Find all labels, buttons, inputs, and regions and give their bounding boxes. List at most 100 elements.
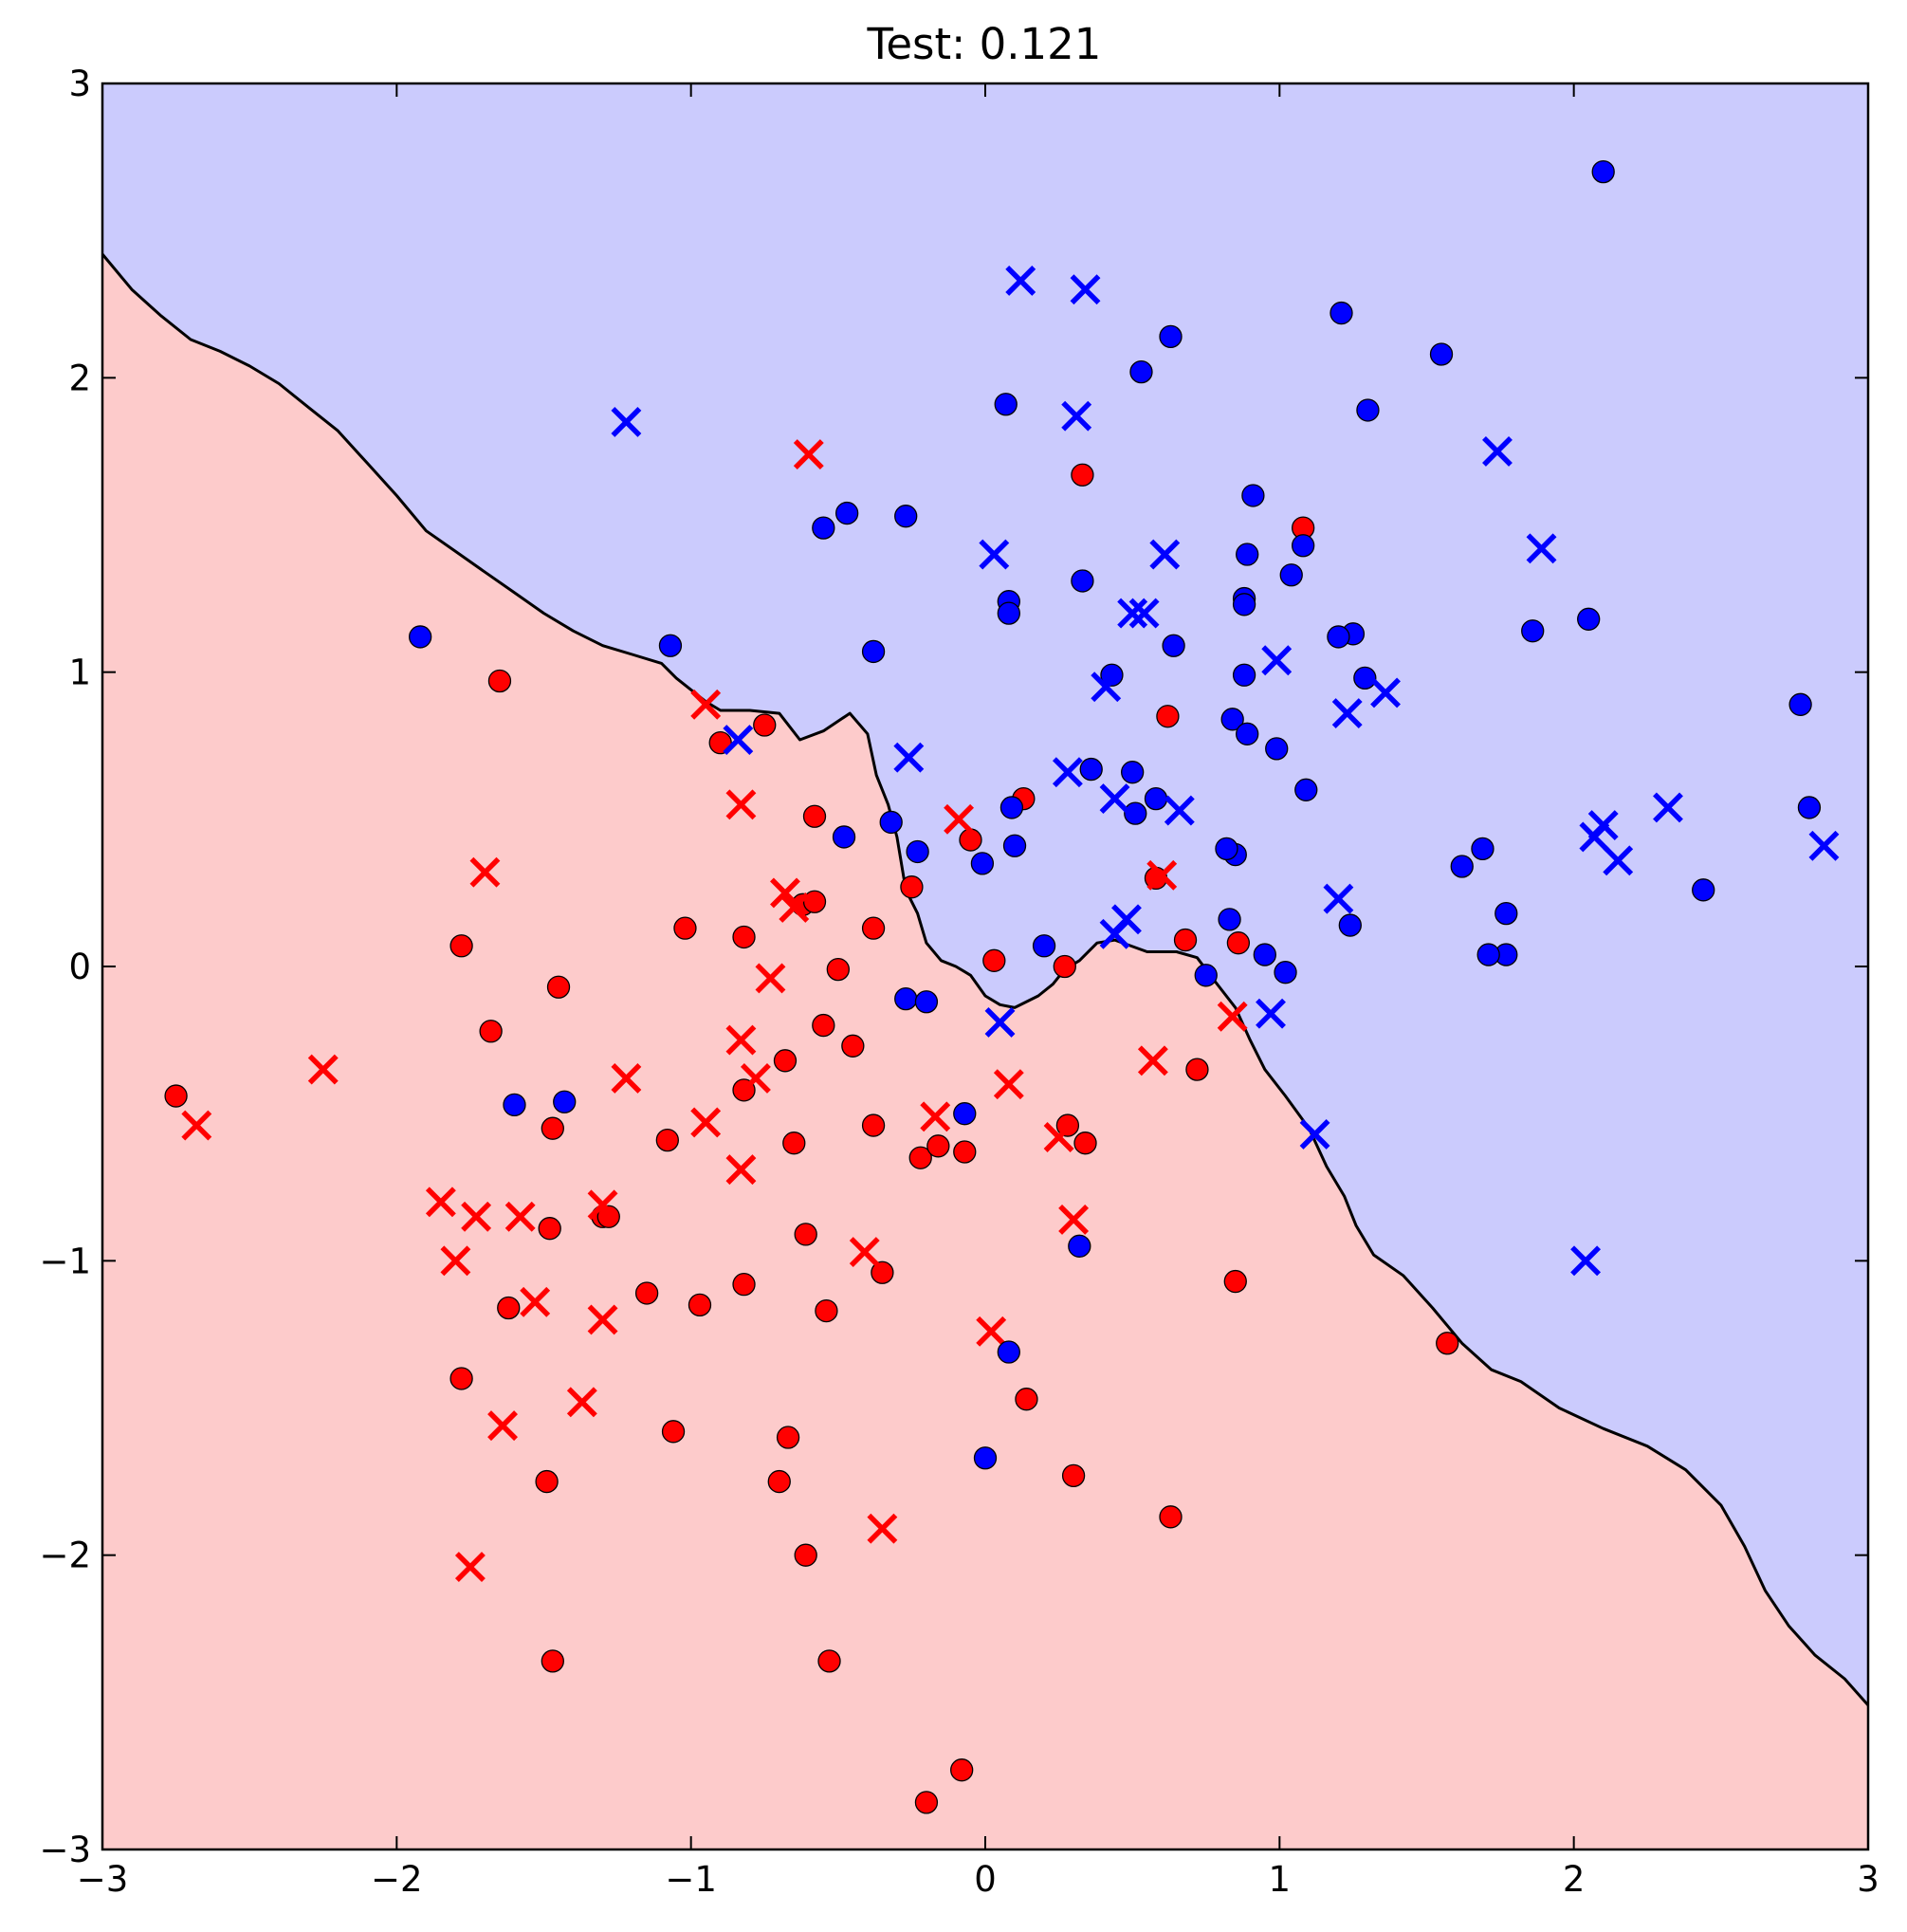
- data-point-blue-circle: [1124, 801, 1147, 825]
- data-point-blue-cross: [1261, 645, 1293, 676]
- data-point-red-circle: [1185, 1058, 1209, 1081]
- data-point-red-cross: [440, 1245, 471, 1277]
- data-point-red-cross: [587, 1304, 618, 1335]
- data-point-red-cross: [690, 1107, 722, 1138]
- data-point-blue-circle: [658, 634, 683, 657]
- data-point-red-circle: [541, 1649, 564, 1673]
- data-point-red-circle: [535, 1469, 559, 1494]
- data-point-red-circle: [1223, 1269, 1247, 1294]
- data-point-red-circle: [538, 1217, 561, 1241]
- data-point-blue-cross: [979, 539, 1010, 570]
- data-point-red-circle: [688, 1293, 712, 1317]
- data-point-blue-circle: [1100, 663, 1124, 687]
- data-point-blue-circle: [1079, 757, 1103, 782]
- data-point-red-cross: [779, 892, 810, 923]
- data-point-blue-circle: [1692, 878, 1715, 902]
- y-tick-label: −2: [39, 1536, 91, 1576]
- data-point-blue-circle: [1494, 901, 1518, 926]
- x-tick-label: 2: [1563, 1859, 1586, 1900]
- data-point-blue-circle: [1274, 961, 1297, 984]
- data-point-blue-cross: [1579, 821, 1610, 853]
- data-point-blue-circle: [1591, 159, 1615, 184]
- data-point-red-circle: [1436, 1332, 1459, 1355]
- data-point-blue-cross: [1482, 435, 1513, 467]
- data-point-red-cross: [1217, 1001, 1248, 1032]
- data-point-blue-circle: [1241, 484, 1265, 507]
- data-point-red-circle: [634, 1281, 659, 1305]
- axis-ticks: −3 −2 −1 0 1 2 3 −3 −2 −1 0 1 2 3: [39, 64, 1879, 1900]
- data-point-blue-circle: [1236, 722, 1259, 745]
- data-point-blue-circle: [832, 825, 856, 849]
- data-point-blue-circle: [1429, 342, 1454, 366]
- data-point-red-circle: [1159, 1505, 1183, 1529]
- data-point-red-circle: [871, 1260, 894, 1284]
- data-point-red-cross: [307, 1054, 339, 1085]
- data-point-red-circle: [926, 1134, 950, 1158]
- data-point-red-circle: [914, 1791, 939, 1814]
- y-tick-label: 2: [68, 358, 91, 398]
- data-point-red-circle: [812, 1013, 835, 1038]
- data-point-red-cross: [520, 1286, 551, 1317]
- data-point-blue-circle: [1002, 834, 1027, 857]
- data-point-red-circle: [815, 1298, 838, 1323]
- data-point-red-cross: [944, 803, 975, 835]
- data-point-blue-cross: [1091, 672, 1122, 703]
- data-point-blue-circle: [1279, 563, 1303, 587]
- data-point-red-circle: [1156, 705, 1180, 728]
- data-point-blue-cross: [1070, 274, 1101, 305]
- data-point-blue-cross: [1117, 598, 1148, 629]
- data-point-blue-cross: [1052, 757, 1083, 788]
- y-tick-label: −3: [39, 1830, 91, 1870]
- data-point-red-circle: [661, 1420, 686, 1444]
- data-point-blue-circle: [503, 1093, 526, 1117]
- data-point-red-circle: [841, 1034, 865, 1058]
- chart-title: Test: 0.121: [867, 19, 1102, 69]
- data-point-blue-circle: [861, 639, 886, 664]
- data-point-blue-circle: [812, 516, 835, 540]
- data-point-blue-circle: [997, 1340, 1020, 1364]
- data-point-blue-cross: [1653, 792, 1683, 823]
- data-point-blue-circle: [997, 601, 1020, 625]
- data-point-red-cross: [587, 1189, 618, 1221]
- plot-area: −3 −2 −1 0 1 2 3 −3 −2 −1 0 1 2 3: [39, 64, 1879, 1900]
- data-point-red-cross: [469, 856, 501, 888]
- data-point-blue-circle: [1338, 913, 1362, 937]
- data-point-red-circle: [1061, 1463, 1086, 1488]
- data-point-blue-circle: [1215, 837, 1238, 861]
- data-point-blue-cross: [723, 725, 754, 755]
- data-point-blue-circle: [1232, 593, 1256, 616]
- y-tick-label: −1: [39, 1241, 91, 1281]
- data-point-red-cross: [504, 1201, 536, 1232]
- data-point-blue-circle: [894, 505, 918, 528]
- data-point-blue-circle: [1356, 398, 1380, 422]
- data-point-red-circle: [900, 875, 924, 899]
- data-point-blue-circle: [1294, 778, 1318, 801]
- data-point-blue-circle: [1292, 534, 1315, 558]
- data-point-blue-circle: [1253, 943, 1276, 966]
- data-point-red-circle: [753, 713, 777, 737]
- data-point-red-circle: [655, 1128, 679, 1152]
- data-point-red-circle: [794, 1543, 817, 1567]
- data-point-blue-circle: [914, 990, 939, 1014]
- data-point-blue-circle: [999, 796, 1024, 819]
- data-point-blue-cross: [1256, 998, 1286, 1029]
- data-point-blue-circle: [1577, 607, 1601, 631]
- data-point-blue-cross: [1128, 598, 1160, 629]
- data-point-red-circle: [1226, 931, 1251, 955]
- data-point-red-circle: [1053, 954, 1076, 979]
- x-tick-label: −3: [77, 1859, 129, 1900]
- x-tick-label: −1: [665, 1859, 717, 1900]
- data-point-red-circle: [794, 1223, 817, 1246]
- x-tick-label: 1: [1269, 1859, 1292, 1900]
- data-point-blue-circle: [1068, 1234, 1091, 1258]
- data-point-blue-cross: [611, 406, 642, 437]
- data-point-blue-cross: [1061, 400, 1092, 432]
- data-point-red-cross: [725, 1024, 757, 1056]
- data-point-red-circle: [817, 1649, 841, 1673]
- data-point-red-cross: [690, 689, 722, 720]
- data-point-red-cross: [1058, 1204, 1090, 1235]
- data-point-red-cross: [755, 963, 786, 994]
- data-point-red-circle: [1173, 928, 1198, 952]
- data-point-red-cross: [740, 1062, 771, 1094]
